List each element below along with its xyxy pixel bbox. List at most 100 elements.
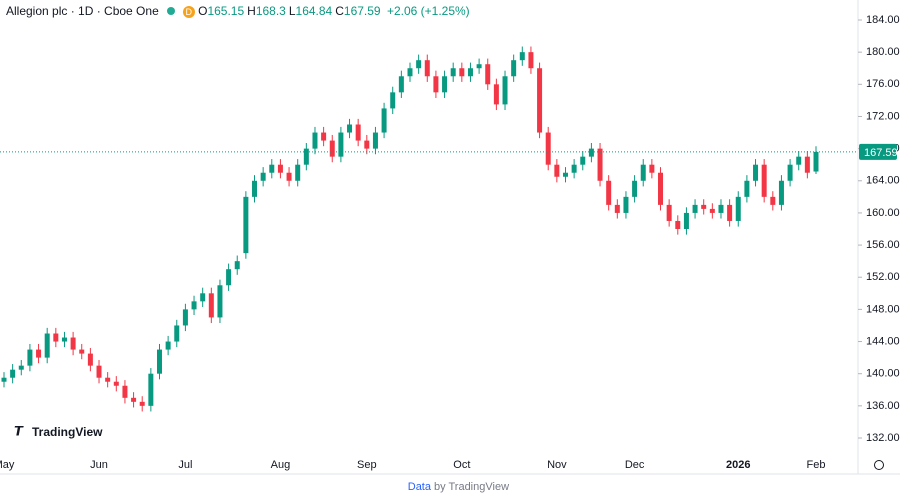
candle-body — [347, 124, 353, 133]
footer-link[interactable]: Data — [408, 481, 432, 493]
candle-body — [364, 140, 370, 149]
candle-body — [735, 196, 741, 221]
candle-body — [640, 164, 646, 181]
candle-body — [467, 68, 473, 77]
candle-body — [476, 64, 482, 69]
last-price-label: 167.59 — [864, 147, 898, 159]
candle-body — [165, 341, 171, 350]
candle-body — [295, 164, 301, 181]
y-tick-label: 144.00 — [866, 335, 900, 347]
y-tick-label: 132.00 — [866, 432, 900, 444]
candle-body — [675, 220, 681, 229]
y-tick-label: 156.00 — [866, 239, 900, 251]
candle-body — [234, 261, 240, 270]
candle-body — [727, 204, 733, 221]
candle-body — [761, 164, 767, 197]
ohlc-value: 164.84 — [295, 4, 333, 18]
candle-body — [683, 212, 689, 229]
ohlc-value: 168.3 — [255, 4, 286, 18]
candle-body — [692, 204, 698, 213]
candle-body — [10, 369, 16, 378]
candle-body — [156, 349, 162, 374]
candle-body — [398, 76, 404, 93]
badge: D — [182, 6, 195, 18]
candle-body — [390, 92, 396, 109]
candle-body — [182, 309, 188, 326]
candle-body — [269, 164, 275, 173]
candle-body — [778, 180, 784, 205]
candle-body — [528, 52, 534, 69]
candle-body — [658, 172, 664, 205]
candle-body — [597, 148, 603, 181]
last-price-tag — [859, 143, 897, 160]
y-tick-label: 152.00 — [866, 271, 900, 283]
candle-body — [61, 337, 67, 342]
candle-body — [485, 64, 491, 85]
candle-body — [122, 385, 128, 398]
candle-body — [277, 164, 283, 173]
candle-body — [632, 180, 638, 197]
candle-body — [131, 397, 137, 402]
ohlc-values: O165.15 H168.3 L164.84 C167.59 — [198, 4, 384, 18]
x-tick-label: Feb — [807, 459, 826, 471]
x-tick-label: Nov — [547, 459, 567, 471]
x-tick-label: Sep — [357, 459, 377, 471]
candle-body — [217, 285, 223, 318]
candle-body — [18, 365, 24, 370]
candle-body — [252, 180, 258, 197]
ohlc-letter: H — [247, 4, 256, 18]
candle-body — [53, 333, 59, 342]
logo-box — [6, 418, 102, 446]
candle-body — [623, 196, 629, 213]
candle-body — [709, 208, 715, 213]
ohlc-letter: O — [198, 4, 208, 18]
candle-body — [139, 401, 145, 406]
ohlc-letter: C — [335, 4, 344, 18]
candle-body — [701, 204, 707, 209]
candle-body — [372, 132, 378, 149]
candle-body — [44, 333, 50, 358]
candle-body — [381, 108, 387, 133]
x-tick-label: May — [0, 459, 15, 471]
candle-body — [174, 325, 180, 342]
candle-body — [753, 164, 759, 181]
logo-mark: 𝙏 — [14, 423, 24, 438]
candle-body — [787, 164, 793, 181]
legend-header: Allegion plc · 1D · Cboe One D O165.15 H16… — [6, 4, 470, 18]
candle-body — [36, 349, 42, 358]
candle-body — [502, 76, 508, 105]
x-tick-label: 2026 — [726, 459, 750, 471]
footer-text: by TradingView — [434, 481, 509, 493]
candle-body — [424, 60, 430, 77]
change: +2.06 (+1.25%) — [386, 4, 470, 18]
candle-body — [493, 84, 499, 105]
candles — [1, 46, 819, 412]
settings-icon[interactable] — [874, 460, 884, 470]
candle-body — [148, 373, 154, 406]
logo: 𝙏 TradingView — [6, 418, 103, 446]
candle-body — [243, 196, 249, 254]
candle-body — [511, 60, 517, 77]
candle-body — [338, 132, 344, 157]
candle-body — [580, 156, 586, 165]
candle-body — [614, 204, 620, 213]
ohlc-letter: L — [288, 4, 296, 18]
ohlc-value: 167.59 — [343, 4, 381, 18]
candle-body — [450, 68, 456, 77]
candle-body — [87, 353, 93, 366]
candle-body — [554, 164, 560, 177]
symbol-title: Allegion plc · 1D · Cboe One — [6, 4, 159, 18]
candle-body — [649, 164, 655, 173]
candle-body — [79, 349, 85, 354]
candle-body — [770, 196, 776, 205]
candle-body — [588, 148, 594, 157]
candle-body — [545, 132, 551, 165]
candle-body — [303, 148, 309, 165]
candle-body — [191, 301, 197, 310]
candle-body — [813, 151, 819, 172]
y-tick-label: 164.00 — [866, 175, 900, 187]
candle-body — [312, 132, 318, 149]
candle-body — [70, 337, 76, 350]
y-tick-label: 148.00 — [866, 303, 900, 315]
